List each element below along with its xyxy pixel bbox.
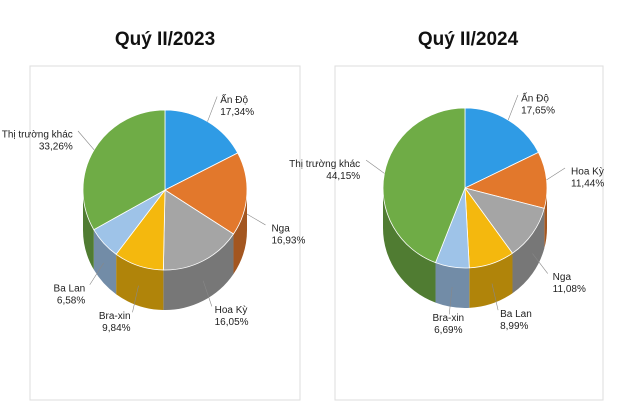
slice-label: Bra-xin [99,311,131,322]
slice [162,189,235,271]
value-label: 44,15% [326,171,360,182]
value-label: 16,05% [215,317,249,328]
leader-line [77,130,95,151]
value-label: 17,34% [220,107,254,118]
slice [382,107,466,264]
slice-label: Thị trường khác [2,130,73,141]
slice-label: Ba Lan [500,309,532,320]
slice-side [383,188,436,303]
slice-side [512,208,545,294]
slice-label: Ba Lan [54,283,86,294]
slice-label: Nga [271,224,290,235]
value-label: 9,84% [102,323,130,334]
leader-line [207,96,218,122]
value-label: 33,26% [39,142,73,153]
leader-line [491,283,499,311]
value-label: 16,93% [271,236,305,247]
slice-label: Thị trường khác [289,159,360,170]
value-label: 6,69% [434,325,462,336]
slice-side [83,190,94,270]
leader-line [202,280,213,307]
slice [164,152,248,235]
slice-label: Bra-xin [432,313,464,324]
value-label: 8,99% [500,321,528,332]
slice-side [544,188,547,249]
slice [82,109,166,231]
value-label: 6,58% [57,295,85,306]
slice-label: Ấn Độ [220,93,248,106]
leader-line [132,285,139,313]
slice [464,107,539,189]
leader-line [507,94,519,121]
slice-label: Hoa Kỳ [571,167,604,178]
slice-label: Nga [553,272,572,283]
slice-side [435,262,470,308]
slice-label: Hoa Kỳ [215,305,248,316]
value-label: 11,08% [553,284,586,295]
value-label: 11,44% [571,179,604,190]
leader-line [532,253,548,274]
leader-line [89,262,104,285]
slice-side [233,190,247,275]
value-label: 17,65% [521,106,555,117]
slice-label: Ấn Độ [521,92,549,105]
chart-title: Quý II/2023 [115,29,215,50]
slice-side [116,254,164,310]
leader-line [546,167,566,181]
slice-side [93,229,117,295]
leader-line [365,159,385,174]
leader-line [448,286,453,315]
leader-line [246,213,266,226]
chart-title: Quý II/2024 [418,29,519,50]
